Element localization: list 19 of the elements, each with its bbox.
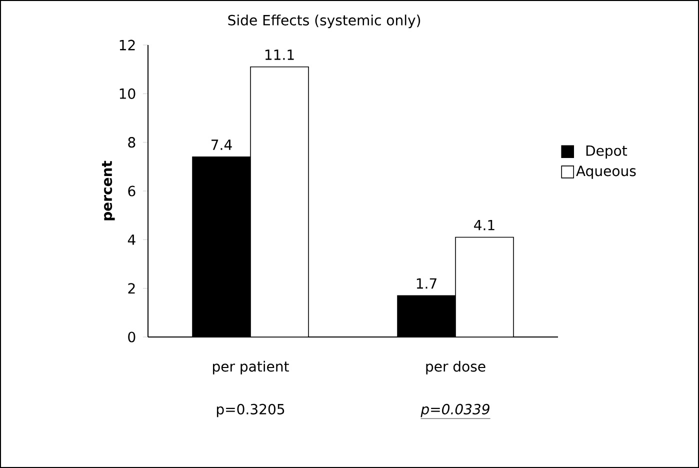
legend-label: Depot (586, 146, 628, 159)
y-tick-label: 4 (128, 234, 136, 245)
y-tick-label: 6 (128, 186, 136, 196)
x-tick-label: per dose (426, 360, 486, 374)
text: p=0.0339 (420, 404, 490, 418)
y-axis-title: percent (102, 160, 115, 220)
data-label: 4.1 (474, 220, 494, 230)
y-tick-label: 12 (120, 40, 135, 50)
data-label: 1.7 (416, 278, 436, 289)
data-label: 11.1 (265, 50, 294, 60)
legend-label: Aqueous (576, 166, 636, 179)
y-tick-label: 2 (128, 283, 135, 294)
chart-title: Side Effects (systemic only) (228, 14, 420, 28)
text: p=0.3205 (216, 404, 284, 418)
data-label: 7.4 (212, 140, 232, 150)
y-tick-label: 10 (120, 88, 136, 99)
y-tick-label: 0 (128, 332, 136, 342)
x-tick-label: per patient (213, 360, 289, 374)
y-tick-label: 8 (128, 137, 136, 148)
